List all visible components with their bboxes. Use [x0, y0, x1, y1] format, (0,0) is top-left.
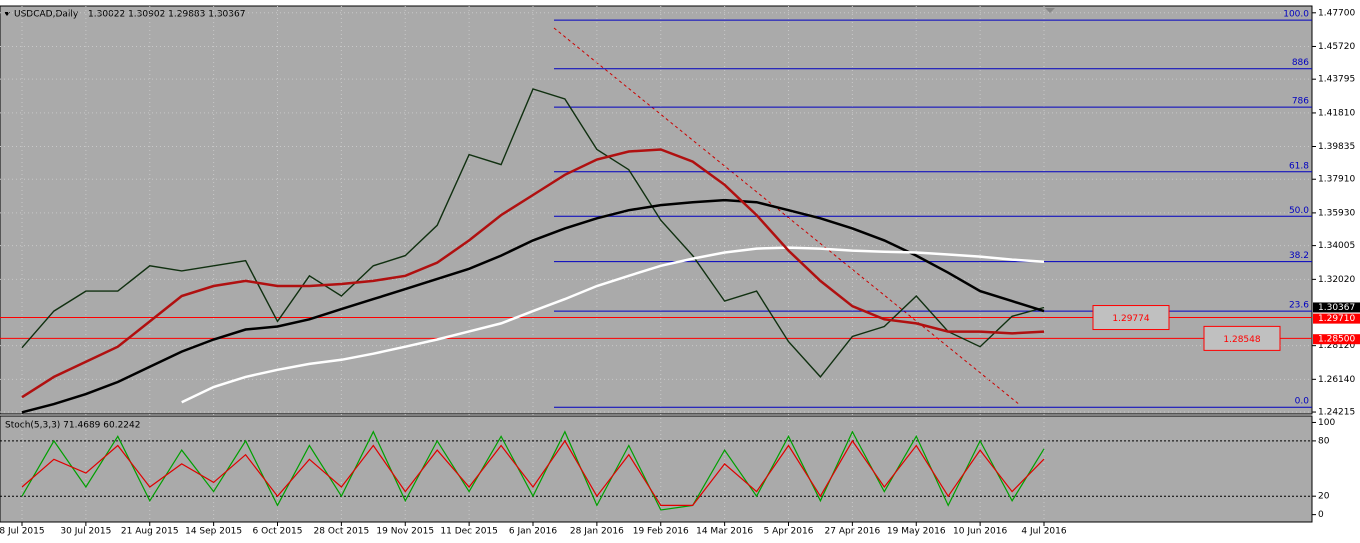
price-marker-label: 1.28500	[1318, 335, 1355, 345]
fib-label: 23.6	[1289, 301, 1309, 311]
fib-label: 786	[1292, 97, 1309, 107]
trend-line	[553, 27, 1021, 406]
fib-label: 38.2	[1289, 251, 1309, 261]
stoch-line	[21, 439, 1045, 506]
fib-label: 50.0	[1289, 206, 1309, 216]
y-tick-label: 1.26140	[1318, 375, 1355, 385]
x-tick-label: 14 Sep 2015	[185, 527, 242, 537]
x-tick-label: 27 Apr 2016	[825, 527, 881, 537]
y-tick-label: 80	[1318, 436, 1330, 446]
shift-marker	[1045, 8, 1055, 13]
x-tick-label: 6 Jan 2016	[509, 527, 557, 537]
x-tick-label: 6 Oct 2015	[253, 527, 303, 537]
x-tick-label: 30 Jul 2015	[60, 527, 111, 537]
x-tick-label: 4 Jul 2016	[1021, 527, 1066, 537]
y-tick-label: 1.24215	[1318, 408, 1355, 418]
layer: 1.47700 1.45720 1.43795 1.41810 1.39835 1.379…	[0, 6, 1360, 537]
x-tick-label: 19 Nov 2015	[376, 527, 434, 537]
x-tick-label: 28 Oct 2015	[314, 527, 370, 537]
price-marker-label: 1.30367	[1318, 303, 1355, 313]
x-tick-label: 19 May 2016	[887, 527, 946, 537]
fib-label: 61.8	[1289, 161, 1309, 171]
y-tick-label: 1.37910	[1318, 175, 1355, 185]
level-box	[1203, 325, 1281, 351]
y-tick-label: 100	[1318, 418, 1335, 428]
y-tick-label: 1.28120	[1318, 341, 1355, 351]
x-tick-label: 11 Dec 2015	[440, 527, 498, 537]
y-tick-label: 1.41810	[1318, 108, 1355, 118]
y-tick-label: 20	[1318, 492, 1330, 502]
y-tick-label: 1.45720	[1318, 42, 1355, 52]
level-box	[1092, 305, 1170, 331]
moving-average	[21, 198, 1045, 414]
price-line	[21, 88, 1045, 378]
main-panel	[0, 5, 1313, 415]
y-tick-label: 1.34005	[1318, 241, 1355, 251]
stoch-panel	[0, 415, 1313, 523]
level-label: 1.28548	[1223, 335, 1260, 345]
x-tick-label: 5 Apr 2016	[764, 527, 814, 537]
x-tick-label: 21 Aug 2015	[121, 527, 179, 537]
price-marker	[1313, 334, 1360, 345]
symbol: USDCAD,Daily	[14, 10, 79, 20]
price-marker	[1313, 313, 1360, 324]
fib-label: 0.0	[1295, 397, 1310, 407]
y-tick-label: 1.39835	[1318, 142, 1355, 152]
level-label: 1.29774	[1112, 314, 1149, 324]
y-tick-label: 1.43795	[1318, 75, 1355, 85]
fib-label: 100.0	[1283, 10, 1309, 20]
x-tick-label: 14 Mar 2016	[696, 527, 753, 537]
y-tick-label: 0	[1318, 510, 1324, 520]
price-marker-label: 1.29710	[1318, 314, 1355, 324]
y-tick-label: 1.35930	[1318, 208, 1355, 218]
price-marker	[1313, 302, 1360, 313]
y-tick-label: 1.47700	[1318, 8, 1355, 18]
x-tick-label: 10 Jun 2016	[953, 527, 1007, 537]
x-tick-label: 19 Feb 2016	[633, 527, 689, 537]
moving-average	[21, 148, 1045, 399]
fib-label: 886	[1292, 58, 1309, 68]
x-tick-label: 8 Jul 2015	[0, 527, 45, 537]
moving-average	[181, 246, 1045, 404]
y-tick-label: 1.32020	[1318, 275, 1355, 285]
x-tick-label: 28 Jan 2016	[570, 527, 624, 537]
ohlc: 1.30022 1.30902 1.29883 1.30367	[88, 10, 245, 20]
stoch-title: Stoch(5,3,3) 71.4689 60.2242	[5, 421, 140, 431]
